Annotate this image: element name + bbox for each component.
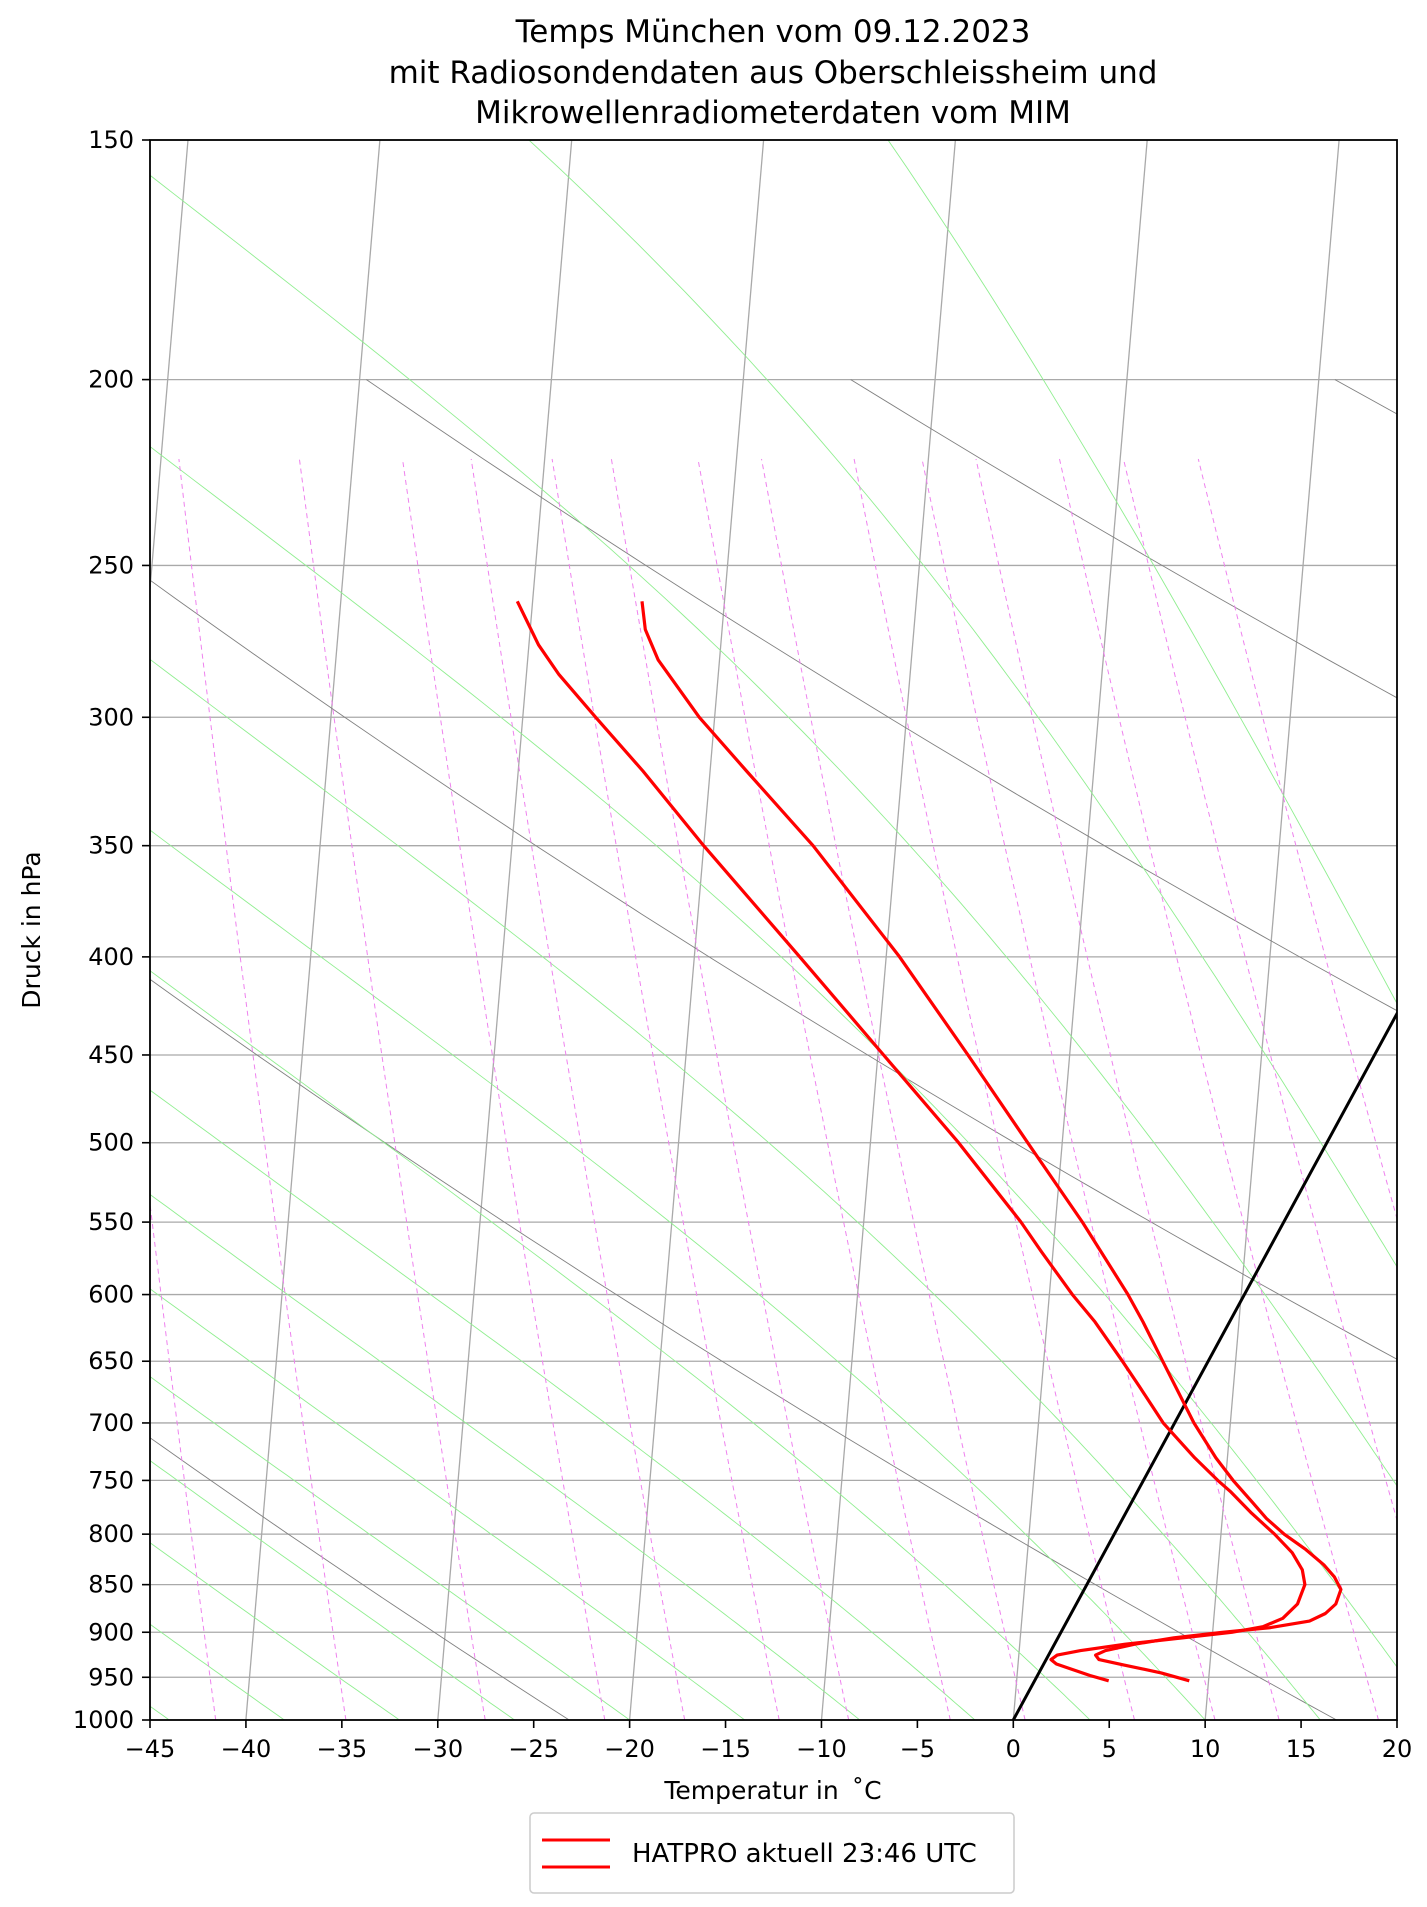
y-tick-label: 550 [88,1208,134,1236]
x-tick-label: −45 [125,1735,176,1763]
y-tick-label: 750 [88,1466,134,1494]
dry-adiabat-line [150,978,1337,1720]
y-tick-label: 600 [88,1281,134,1309]
chart-title: Temps München vom 09.12.2023 mit Radioso… [389,14,1158,131]
y-tick-label: 200 [88,366,134,394]
grid-lines [0,140,1397,1720]
mixing-ratio-line [921,458,1216,1720]
mixing-ratio-line [402,458,606,1720]
isotherm-line [437,140,573,1720]
mixing-ratio-line [761,458,1026,1720]
x-tick-label: −25 [508,1735,559,1763]
x-tick-label: −35 [317,1735,368,1763]
x-tick-label: −10 [796,1735,847,1763]
y-axis-ticks: 1000 950 900 850 800 750 700 650 600 550 500 450 400… [73,126,150,1734]
y-tick-label: 450 [88,1041,134,1069]
moist-adiabat-line [150,1460,515,1720]
x-tick-label: 15 [1286,1735,1317,1763]
y-tick-label: 500 [88,1129,134,1157]
reference-line-layer [1011,1010,1397,1720]
x-tick-label: −30 [412,1735,463,1763]
mixing-ratio-line [0,459,94,1720]
legend-frame [529,1812,1015,1894]
moist-adiabat-line [150,658,1321,1720]
chart-title-line-2: mit Radiosondendaten aus Oberschleisshei… [389,55,1158,91]
moist-adiabat-line [150,1089,976,1720]
x-tick-label: −40 [221,1735,272,1763]
mixing-ratio-line [975,458,1280,1720]
y-axis-label: Druck in hPa [17,851,46,1008]
isotherm-line [1204,140,1340,1720]
isotherm-line [150,140,189,597]
y-tick-label: 300 [88,703,134,731]
moist-adiabat-line [150,970,1091,1720]
x-tick-label: 20 [1382,1735,1413,1763]
isotherm-line [245,140,381,1720]
legend-entry-label: HATPRO aktuell 23:46 UTC [632,1839,977,1869]
x-tick-label: 10 [1190,1735,1221,1763]
chart-title-line-1: Temps München vom 09.12.2023 [515,14,1031,50]
profile-layer [515,600,1343,1683]
y-tick-label: 850 [88,1571,134,1599]
moist-adiabat-line [150,1542,400,1720]
x-axis-ticks: −45 −40 −35 −30 −25 −20 −15 −10 −5 0 5 10 15 20 [125,1720,1413,1763]
mixing-ratio-line [178,458,347,1720]
moist-adiabat-line [150,174,1397,1487]
mixing-ratio-line [1197,458,1397,1221]
x-tick-label: −5 [900,1735,935,1763]
chart-title-line-3: Mikrowellenradiometerdaten vom MIM [475,95,1071,131]
x-tick-label: −15 [700,1735,751,1763]
isotherm-line [1012,140,1148,1720]
dry-adiabat-line [150,1437,570,1720]
y-tick-label: 800 [88,1520,134,1548]
y-tick-label: 700 [88,1409,134,1437]
dry-adiabat-line [150,579,1397,1360]
reference-line [1011,1010,1397,1720]
y-tick-label: 650 [88,1347,134,1375]
y-tick-label: 950 [88,1663,134,1691]
isotherm-line [628,140,765,1720]
isotherm-line [820,140,957,1720]
mixing-ratio-line [853,458,1135,1720]
mixing-ratio-line [551,458,780,1720]
plot-frame [149,139,1398,1721]
x-tick-label: 5 [1102,1735,1117,1763]
mixing-ratio-line [298,458,486,1720]
dry-adiabat-line [366,379,1397,1012]
y-tick-label: 150 [88,126,134,154]
moist-adiabat-line [150,829,1206,1720]
x-axis-label: Temperatur in ˚C [663,1776,881,1805]
moist-adiabat-line [150,1193,861,1720]
mixing-ratio-line [697,458,951,1720]
profile-line-right [640,601,1343,1683]
legend: HATPRO aktuell 23:46 UTC [529,1812,1015,1894]
mixing-ratio-line [470,458,686,1720]
profile-line-left [515,600,1307,1683]
dry-adiabat-line [850,379,1397,699]
y-tick-label: 250 [88,551,134,579]
mixing-ratio-line [1059,458,1379,1720]
x-tick-label: −20 [604,1735,655,1763]
moist-adiabat-line [887,140,1397,1005]
moist-adiabat-line [150,1288,745,1720]
moist-adiabat-line [150,1376,630,1720]
moist-adiabat-line [528,140,1397,1268]
y-tick-label: 350 [88,832,134,860]
mixing-ratio-line [150,1200,217,1720]
y-tick-label: 900 [88,1618,134,1646]
y-tick-label: 1000 [73,1706,134,1734]
x-tick-label: 0 [1006,1735,1021,1763]
isotherm-line [1396,1712,1397,1720]
mixing-ratio-line [1123,458,1397,1522]
dry-adiabat-line [1334,379,1397,415]
moist-adiabat-line [150,446,1397,1668]
mixing-ratio-line [610,458,850,1720]
y-tick-label: 400 [88,943,134,971]
